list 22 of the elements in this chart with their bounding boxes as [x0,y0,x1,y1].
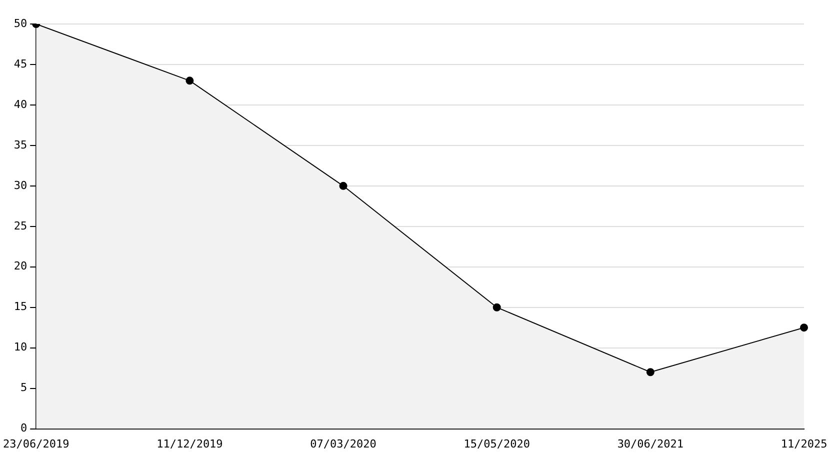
x-tick-label: 23/06/2019 [2,437,70,450]
y-tick-label: 40 [14,98,28,111]
point [186,76,194,85]
x-tick-label: 07/03/2020 [310,437,376,450]
y-tick-label: 50 [14,16,28,30]
y-tick-label: 15 [14,300,28,314]
x-tick-label: 11/2025 [780,437,828,450]
point [646,368,654,376]
point [339,182,348,190]
y-tick-label: 5 [20,381,28,394]
y-tick-label: 25 [14,219,28,232]
y-tick-label: 45 [14,57,28,70]
point [800,324,808,332]
x-tick-label: 15/05/2020 [464,437,530,450]
y-tick-label: 0 [20,422,28,435]
y-tick-label: 10 [14,340,28,354]
y-tick-label: 20 [14,260,28,273]
y-tick-label: 35 [14,138,28,152]
x-tick-label: 11/12/2019 [156,437,223,450]
x-tick-label: 30/06/2021 [617,437,684,450]
y-tick-label: 30 [14,178,28,192]
point [492,303,501,312]
